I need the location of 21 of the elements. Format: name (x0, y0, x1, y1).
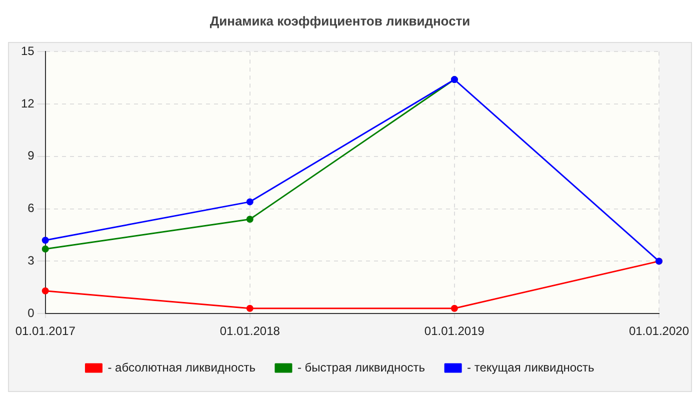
point (246, 216, 254, 223)
legend-label: - текущая ликвидность (467, 360, 594, 374)
x-tick-label: 01.01.2020 (628, 324, 690, 338)
y-tick-label: 12 (20, 96, 35, 110)
y-tick-label: 9 (28, 148, 35, 163)
chart-title: Динамика коэффициентов ликвидности (210, 13, 470, 28)
y-tick-label: 0 (28, 306, 35, 320)
point (246, 198, 254, 206)
x-tick-label: 01.01.2019 (424, 324, 485, 338)
y-tick-label: 6 (28, 201, 35, 216)
point (42, 236, 49, 244)
y-tick-label: 3 (28, 254, 35, 268)
point (246, 304, 254, 312)
x-tick-label: 01.01.2018 (220, 324, 280, 338)
point (42, 245, 49, 252)
y-tick-label: 15 (20, 44, 35, 58)
point (42, 287, 49, 294)
point (450, 304, 458, 312)
x-tick-label: 01.01.2017 (15, 324, 76, 338)
legend-label: - абсолютная ликвидность (108, 360, 256, 374)
legend-label: - быстрая ликвидность (297, 360, 426, 374)
